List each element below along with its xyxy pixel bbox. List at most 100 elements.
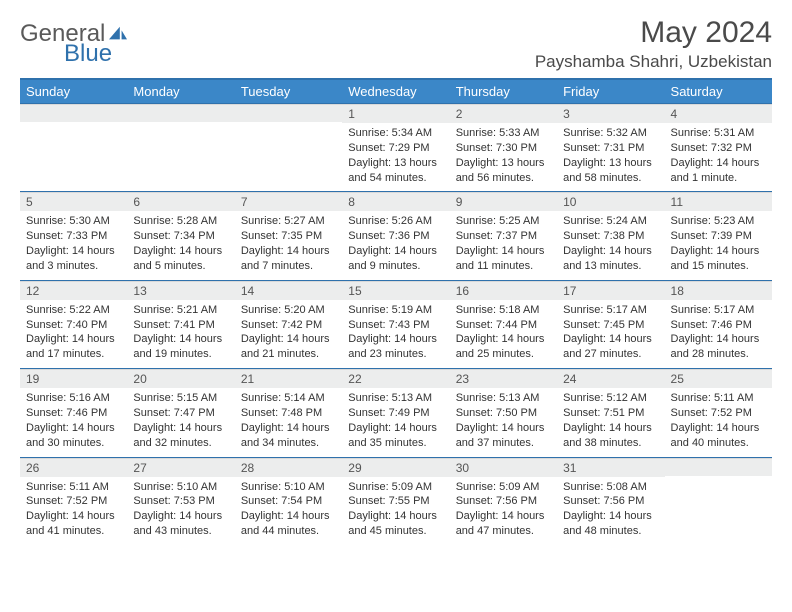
- calendar-day-cell: 16Sunrise: 5:18 AMSunset: 7:44 PMDayligh…: [450, 280, 557, 368]
- calendar-day-cell: 8Sunrise: 5:26 AMSunset: 7:36 PMDaylight…: [342, 192, 449, 280]
- day-number: 13: [127, 281, 234, 300]
- calendar-day-cell: 9Sunrise: 5:25 AMSunset: 7:37 PMDaylight…: [450, 192, 557, 280]
- day-number: 15: [342, 281, 449, 300]
- day-number: 9: [450, 192, 557, 211]
- day-number: 22: [342, 369, 449, 388]
- day-data: Sunrise: 5:21 AMSunset: 7:41 PMDaylight:…: [127, 300, 234, 368]
- day-data: Sunrise: 5:16 AMSunset: 7:46 PMDaylight:…: [20, 388, 127, 456]
- calendar-day-cell: [235, 104, 342, 192]
- brand-logo: GeneralBlue: [20, 16, 129, 66]
- day-number: 29: [342, 458, 449, 477]
- calendar-day-cell: 2Sunrise: 5:33 AMSunset: 7:30 PMDaylight…: [450, 104, 557, 192]
- header: GeneralBlue May 2024 Payshamba Shahri, U…: [20, 16, 772, 72]
- day-data: Sunrise: 5:17 AMSunset: 7:45 PMDaylight:…: [557, 300, 664, 368]
- calendar-day-cell: 28Sunrise: 5:10 AMSunset: 7:54 PMDayligh…: [235, 457, 342, 545]
- day-number-empty: [665, 458, 772, 476]
- day-data: Sunrise: 5:12 AMSunset: 7:51 PMDaylight:…: [557, 388, 664, 456]
- calendar-day-cell: [127, 104, 234, 192]
- calendar-header-row: SundayMondayTuesdayWednesdayThursdayFrid…: [20, 80, 772, 104]
- day-data: Sunrise: 5:17 AMSunset: 7:46 PMDaylight:…: [665, 300, 772, 368]
- day-number: 2: [450, 104, 557, 123]
- day-number: 8: [342, 192, 449, 211]
- calendar-day-cell: 22Sunrise: 5:13 AMSunset: 7:49 PMDayligh…: [342, 369, 449, 457]
- calendar-week-row: 26Sunrise: 5:11 AMSunset: 7:52 PMDayligh…: [20, 457, 772, 545]
- day-data: Sunrise: 5:23 AMSunset: 7:39 PMDaylight:…: [665, 211, 772, 279]
- day-number: 28: [235, 458, 342, 477]
- calendar-day-cell: 23Sunrise: 5:13 AMSunset: 7:50 PMDayligh…: [450, 369, 557, 457]
- day-data: Sunrise: 5:26 AMSunset: 7:36 PMDaylight:…: [342, 211, 449, 279]
- day-number: 20: [127, 369, 234, 388]
- calendar-day-cell: 5Sunrise: 5:30 AMSunset: 7:33 PMDaylight…: [20, 192, 127, 280]
- calendar-day-cell: 24Sunrise: 5:12 AMSunset: 7:51 PMDayligh…: [557, 369, 664, 457]
- day-number: 23: [450, 369, 557, 388]
- day-data: Sunrise: 5:33 AMSunset: 7:30 PMDaylight:…: [450, 123, 557, 191]
- day-number: 6: [127, 192, 234, 211]
- calendar-day-cell: 20Sunrise: 5:15 AMSunset: 7:47 PMDayligh…: [127, 369, 234, 457]
- calendar-day-cell: 14Sunrise: 5:20 AMSunset: 7:42 PMDayligh…: [235, 280, 342, 368]
- calendar-day-cell: 18Sunrise: 5:17 AMSunset: 7:46 PMDayligh…: [665, 280, 772, 368]
- calendar-day-cell: 27Sunrise: 5:10 AMSunset: 7:53 PMDayligh…: [127, 457, 234, 545]
- day-data: Sunrise: 5:14 AMSunset: 7:48 PMDaylight:…: [235, 388, 342, 456]
- calendar-day-cell: [20, 104, 127, 192]
- day-data: Sunrise: 5:09 AMSunset: 7:55 PMDaylight:…: [342, 477, 449, 545]
- day-data: Sunrise: 5:34 AMSunset: 7:29 PMDaylight:…: [342, 123, 449, 191]
- day-number: 5: [20, 192, 127, 211]
- day-number: 31: [557, 458, 664, 477]
- calendar-day-cell: 6Sunrise: 5:28 AMSunset: 7:34 PMDaylight…: [127, 192, 234, 280]
- day-number-empty: [127, 104, 234, 122]
- calendar-day-cell: 21Sunrise: 5:14 AMSunset: 7:48 PMDayligh…: [235, 369, 342, 457]
- day-data: Sunrise: 5:20 AMSunset: 7:42 PMDaylight:…: [235, 300, 342, 368]
- day-number: 4: [665, 104, 772, 123]
- calendar-day-cell: 12Sunrise: 5:22 AMSunset: 7:40 PMDayligh…: [20, 280, 127, 368]
- day-number: 10: [557, 192, 664, 211]
- calendar-week-row: 19Sunrise: 5:16 AMSunset: 7:46 PMDayligh…: [20, 369, 772, 457]
- calendar-day-cell: 15Sunrise: 5:19 AMSunset: 7:43 PMDayligh…: [342, 280, 449, 368]
- day-data: Sunrise: 5:11 AMSunset: 7:52 PMDaylight:…: [20, 477, 127, 545]
- calendar-day-cell: 29Sunrise: 5:09 AMSunset: 7:55 PMDayligh…: [342, 457, 449, 545]
- day-number: 12: [20, 281, 127, 300]
- calendar-day-cell: 13Sunrise: 5:21 AMSunset: 7:41 PMDayligh…: [127, 280, 234, 368]
- day-number: 19: [20, 369, 127, 388]
- calendar-week-row: 12Sunrise: 5:22 AMSunset: 7:40 PMDayligh…: [20, 280, 772, 368]
- calendar-day-cell: [665, 457, 772, 545]
- day-data: Sunrise: 5:31 AMSunset: 7:32 PMDaylight:…: [665, 123, 772, 191]
- day-data: Sunrise: 5:27 AMSunset: 7:35 PMDaylight:…: [235, 211, 342, 279]
- calendar-day-cell: 7Sunrise: 5:27 AMSunset: 7:35 PMDaylight…: [235, 192, 342, 280]
- calendar-day-cell: 17Sunrise: 5:17 AMSunset: 7:45 PMDayligh…: [557, 280, 664, 368]
- day-data: Sunrise: 5:13 AMSunset: 7:50 PMDaylight:…: [450, 388, 557, 456]
- calendar-header-cell: Tuesday: [235, 80, 342, 104]
- day-number: 30: [450, 458, 557, 477]
- calendar-header-cell: Monday: [127, 80, 234, 104]
- day-data: Sunrise: 5:11 AMSunset: 7:52 PMDaylight:…: [665, 388, 772, 456]
- calendar-header-cell: Thursday: [450, 80, 557, 104]
- month-title: May 2024: [535, 16, 772, 50]
- day-number: 26: [20, 458, 127, 477]
- day-number: 7: [235, 192, 342, 211]
- day-data: Sunrise: 5:10 AMSunset: 7:54 PMDaylight:…: [235, 477, 342, 545]
- day-number: 11: [665, 192, 772, 211]
- calendar-header-cell: Wednesday: [342, 80, 449, 104]
- calendar-day-cell: 31Sunrise: 5:08 AMSunset: 7:56 PMDayligh…: [557, 457, 664, 545]
- day-data: Sunrise: 5:25 AMSunset: 7:37 PMDaylight:…: [450, 211, 557, 279]
- day-data: Sunrise: 5:08 AMSunset: 7:56 PMDaylight:…: [557, 477, 664, 545]
- day-data: Sunrise: 5:22 AMSunset: 7:40 PMDaylight:…: [20, 300, 127, 368]
- calendar-day-cell: 4Sunrise: 5:31 AMSunset: 7:32 PMDaylight…: [665, 104, 772, 192]
- calendar-day-cell: 10Sunrise: 5:24 AMSunset: 7:38 PMDayligh…: [557, 192, 664, 280]
- calendar-day-cell: 30Sunrise: 5:09 AMSunset: 7:56 PMDayligh…: [450, 457, 557, 545]
- day-data: Sunrise: 5:10 AMSunset: 7:53 PMDaylight:…: [127, 477, 234, 545]
- day-number-empty: [235, 104, 342, 122]
- calendar-body: 1Sunrise: 5:34 AMSunset: 7:29 PMDaylight…: [20, 104, 772, 546]
- day-data: Sunrise: 5:30 AMSunset: 7:33 PMDaylight:…: [20, 211, 127, 279]
- day-data: Sunrise: 5:13 AMSunset: 7:49 PMDaylight:…: [342, 388, 449, 456]
- calendar-day-cell: 26Sunrise: 5:11 AMSunset: 7:52 PMDayligh…: [20, 457, 127, 545]
- calendar-day-cell: 3Sunrise: 5:32 AMSunset: 7:31 PMDaylight…: [557, 104, 664, 192]
- location-label: Payshamba Shahri, Uzbekistan: [535, 52, 772, 72]
- day-number: 27: [127, 458, 234, 477]
- day-number: 3: [557, 104, 664, 123]
- title-block: May 2024 Payshamba Shahri, Uzbekistan: [535, 16, 772, 72]
- day-number: 16: [450, 281, 557, 300]
- day-number: 17: [557, 281, 664, 300]
- day-number: 25: [665, 369, 772, 388]
- day-number: 24: [557, 369, 664, 388]
- day-number-empty: [20, 104, 127, 122]
